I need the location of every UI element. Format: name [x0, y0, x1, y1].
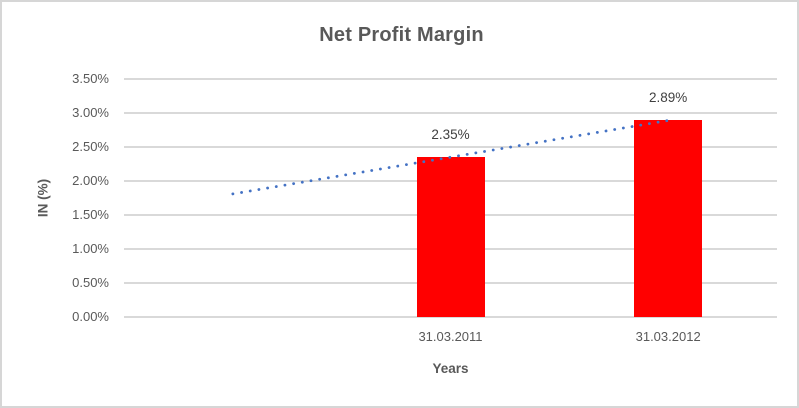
gridline: [124, 78, 777, 80]
bar-data-label: 2.89%: [649, 90, 688, 106]
x-tick-label: 31.03.2012: [635, 329, 701, 344]
bar-data-label: 2.35%: [431, 127, 470, 143]
y-tick-label: 0.50%: [72, 274, 109, 290]
y-tick-label: 2.00%: [72, 172, 109, 188]
x-axis-title: Years: [432, 361, 469, 376]
bar: [634, 120, 703, 317]
y-tick-label: 1.50%: [72, 206, 109, 222]
y-tick-label: 1.00%: [72, 240, 109, 256]
y-tick-label: 2.50%: [72, 138, 109, 154]
bar: [416, 157, 485, 317]
chart-title: Net Profit Margin: [319, 24, 484, 46]
gridline: [124, 316, 777, 318]
y-tick-label: 3.50%: [72, 70, 109, 86]
y-tick-label: 3.00%: [72, 104, 109, 120]
y-tick-label: 0.00%: [72, 308, 109, 324]
gridline: [124, 112, 777, 114]
x-tick-label: 31.03.2011: [418, 329, 483, 344]
